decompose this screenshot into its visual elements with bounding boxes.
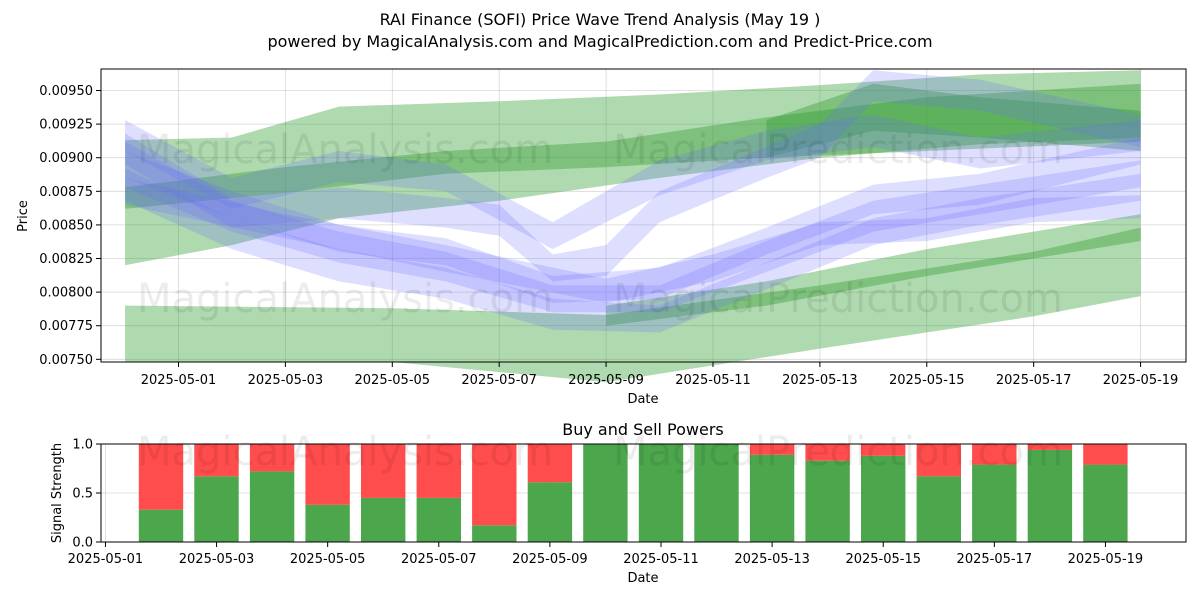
buy-bar <box>694 444 739 542</box>
signal-x-label: Date <box>627 571 658 586</box>
buy-bar <box>138 509 184 542</box>
signal-bars <box>138 444 1128 542</box>
buy-bar <box>1083 464 1128 542</box>
signal-x-tick-label: 2025-05-05 <box>290 552 366 567</box>
sell-bar <box>805 444 850 461</box>
price-plot-frame <box>100 68 1187 363</box>
price-y-tick-label: 0.00825 <box>39 252 93 267</box>
price-x-tick-label: 2025-05-01 <box>141 373 217 388</box>
buy-bar <box>805 460 850 542</box>
buy-bar <box>638 444 684 542</box>
price-y-tick-label: 0.00900 <box>39 151 93 166</box>
buy-bar <box>527 482 573 542</box>
buy-sell-title: Buy and Sell Powers <box>562 420 724 439</box>
buy-bar <box>305 504 350 542</box>
sell-bar <box>305 444 350 505</box>
buy-bar <box>194 476 239 542</box>
buy-bar <box>472 525 517 542</box>
price-y-ticks: 0.00750 0.00775 0.00800 0.00825 0.00850 0.008… <box>39 84 101 368</box>
sell-bar <box>527 444 573 483</box>
price-y-tick-label: 0.00875 <box>39 185 93 200</box>
buy-bar <box>972 464 1017 542</box>
blue-band-4 <box>125 70 1141 282</box>
signal-x-ticks: 2025-05-01 2025-05-03 2025-05-05 2025-05-07… <box>68 542 1144 567</box>
sell-bar <box>472 444 517 526</box>
sell-bar <box>416 444 461 498</box>
blue-bands <box>125 70 1141 333</box>
chart-subtitle: powered by MagicalAnalysis.com and Magic… <box>267 32 932 51</box>
signal-x-tick-label: 2025-05-19 <box>1068 552 1144 567</box>
signal-x-tick-label: 2025-05-13 <box>734 552 810 567</box>
buy-bar <box>916 476 961 542</box>
blue-band-2 <box>125 168 1141 333</box>
watermark-4: MagicalPrediction.com <box>613 276 1063 322</box>
watermark-5: MagicalAnalysis.com <box>137 429 553 475</box>
green-band-4 <box>606 214 1141 326</box>
price-y-label: Price <box>16 200 31 232</box>
buy-bar <box>1027 449 1073 542</box>
buy-bar <box>749 454 795 542</box>
blue-band-3 <box>125 114 1141 250</box>
buy-bar <box>416 497 461 542</box>
sell-bar <box>194 444 239 477</box>
price-x-tick-label: 2025-05-19 <box>1103 373 1179 388</box>
green-band-3 <box>125 227 1141 383</box>
signal-x-tick-label: 2025-05-01 <box>68 552 144 567</box>
buy-bar <box>583 444 628 542</box>
price-x-tick-label: 2025-05-03 <box>248 373 324 388</box>
signal-x-tick-label: 2025-05-09 <box>512 552 588 567</box>
price-grid <box>101 69 1186 362</box>
price-y-tick-label: 0.00750 <box>39 353 93 368</box>
buy-bar <box>861 455 906 542</box>
price-x-ticks: 2025-05-01 2025-05-03 2025-05-05 2025-05-07… <box>141 362 1179 388</box>
buy-bar <box>361 497 406 542</box>
price-x-tick-label: 2025-05-09 <box>568 373 644 388</box>
watermark-6: MagicalPrediction.com <box>613 429 1063 475</box>
buy-sell-plot: Buy and Sell Powers MagicalAnalysis.com … <box>50 420 1187 586</box>
signal-y-tick-label: 0.0 <box>72 536 93 551</box>
sell-bar <box>749 444 795 455</box>
watermark-1: MagicalAnalysis.com <box>137 127 553 173</box>
price-wave-plot: MagicalAnalysis.com MagicalPrediction.co… <box>16 68 1187 407</box>
sell-bar <box>138 444 184 510</box>
green-bands <box>125 70 1141 383</box>
price-x-tick-label: 2025-05-17 <box>996 373 1072 388</box>
blue-band-5 <box>125 177 1141 303</box>
sell-bar <box>1083 444 1128 465</box>
price-y-tick-label: 0.00950 <box>39 84 93 99</box>
sell-bar <box>916 444 961 477</box>
signal-y-label: Signal Strength <box>50 443 65 543</box>
signal-y-ticks: 0.0 0.5 1.0 <box>72 438 101 551</box>
sell-bar <box>861 444 906 456</box>
price-y-tick-label: 0.00925 <box>39 118 93 133</box>
price-x-tick-label: 2025-05-11 <box>675 373 751 388</box>
price-x-tick-label: 2025-05-15 <box>889 373 965 388</box>
signal-x-tick-label: 2025-05-15 <box>845 552 921 567</box>
signal-y-tick-label: 1.0 <box>72 438 93 453</box>
chart-title: RAI Finance (SOFI) Price Wave Trend Anal… <box>380 10 821 29</box>
price-x-tick-label: 2025-05-05 <box>355 373 431 388</box>
price-y-tick-label: 0.00775 <box>39 319 93 334</box>
green-band-1 <box>125 70 1141 266</box>
price-y-tick-label: 0.00800 <box>39 286 93 301</box>
price-x-tick-label: 2025-05-13 <box>782 373 858 388</box>
sell-bar <box>249 444 295 472</box>
buy-bar <box>249 471 295 542</box>
price-y-tick-label: 0.00850 <box>39 218 93 233</box>
price-x-tick-label: 2025-05-07 <box>461 373 537 388</box>
watermark-3: MagicalAnalysis.com <box>137 276 553 322</box>
sell-bar <box>361 444 406 498</box>
watermark-2: MagicalPrediction.com <box>613 127 1063 173</box>
signal-x-tick-label: 2025-05-07 <box>401 552 477 567</box>
green-band-5 <box>766 83 1141 158</box>
signal-y-tick-label: 0.5 <box>72 487 93 502</box>
signal-x-tick-label: 2025-05-11 <box>623 552 699 567</box>
sell-bar <box>1027 444 1073 450</box>
green-band-2 <box>125 83 1141 209</box>
signal-x-tick-label: 2025-05-17 <box>957 552 1033 567</box>
signal-x-tick-label: 2025-05-03 <box>179 552 255 567</box>
price-x-label: Date <box>627 392 658 407</box>
sell-bar <box>972 444 1017 465</box>
